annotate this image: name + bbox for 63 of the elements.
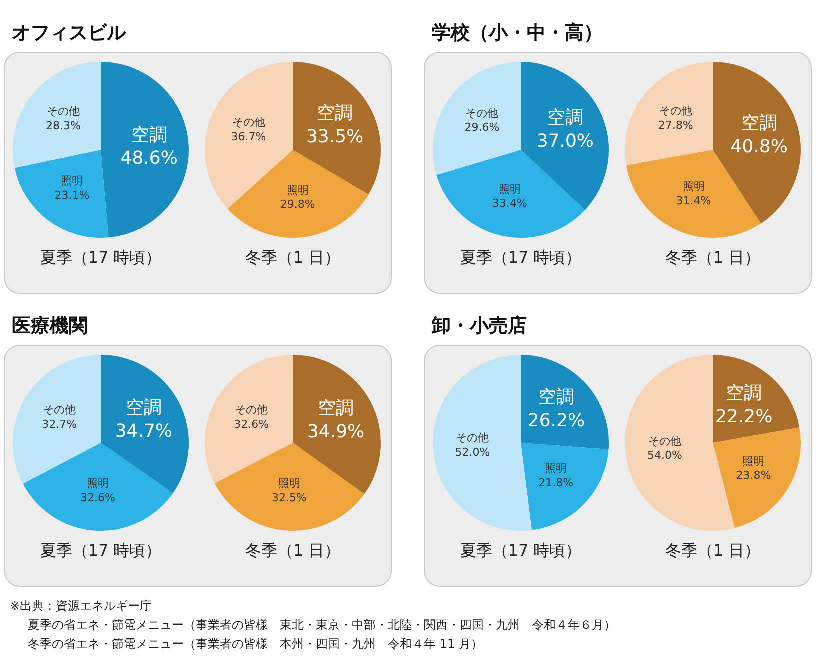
slice-label: 照明 [545,462,568,476]
slice-label: 空調 [538,387,574,408]
slice-label: 照明 [86,477,109,490]
data-label: 36.7% [231,130,266,144]
text: 夏季（17 時頃） [39,248,163,269]
slice-label: その他 [456,432,490,445]
text: 冬季（1 日） [244,541,342,562]
slice-label: 照明 [498,182,521,196]
slice-label: 空調 [317,102,354,124]
data-label: 52.0% [455,446,490,460]
data-label: 48.6% [120,148,178,170]
slice-label: 照明 [61,174,84,188]
text: 冬季（1 日） [664,248,762,269]
data-label: 31.4% [676,194,712,208]
slice-label: その他 [466,106,499,120]
data-label: 34.9% [307,421,365,442]
data-label: 29.8% [280,198,316,212]
slice-label: 空調 [131,124,168,146]
slice-label: その他 [46,105,80,118]
text: 冬季（1 日） [664,541,762,562]
data-label: 27.8% [658,118,694,132]
chart-title: 卸・小売店 [432,314,527,339]
slice-label: 空調 [726,382,762,404]
text: 冬季の省エネ・節電メニュー（事業者の皆様 本州・四国・九州 令和４年 11 月） [28,636,483,653]
data-label: 54.0% [648,449,682,462]
text: 夏季（17 時頃） [459,541,583,562]
slice-label: その他 [659,104,692,118]
slice-label: 空調 [126,398,162,419]
slice-label: 照明 [682,180,705,194]
data-label: 28.3% [46,120,81,133]
slice-label: 照明 [742,454,765,468]
text: ※出典：資源エネルギー庁 [10,598,152,615]
data-label: 33.5% [306,126,364,148]
slice-label: 空調 [741,113,778,134]
data-label: 40.8% [730,136,788,158]
data-label: 23.1% [54,188,90,202]
slice-label: 照明 [286,184,309,197]
data-label: 22.2% [715,406,773,428]
data-label: 32.6% [80,491,116,504]
text: 夏季（17 時頃） [39,541,163,562]
slice-label: その他 [43,404,76,417]
chart-title: 学校（小・中・高） [432,21,603,46]
slice-label: 空調 [318,398,354,419]
slice-label: その他 [232,116,266,130]
data-label: 21.8% [538,476,574,490]
chart-title: オフィスビル [12,21,126,46]
data-label: 23.8% [736,469,772,482]
slice-label: その他 [235,404,268,417]
data-label: 32.7% [42,418,78,431]
slice-label: 空調 [547,108,584,129]
text: 夏季（17 時頃） [459,248,583,269]
slice-label: その他 [648,434,682,448]
data-label: 29.6% [464,121,500,134]
data-label: 33.4% [492,197,528,210]
data-label: 26.2% [528,410,586,432]
data-label: 32.5% [272,491,307,504]
chart-title: 医療機関 [12,314,88,339]
text: 冬季（1 日） [244,248,342,269]
data-label: 32.6% [234,418,270,431]
data-label: 37.0% [536,131,594,152]
text: 夏季の省エネ・節電メニュー（事業者の皆様 東北・東京・中部・北陸・関西・四国・九州 令和４年６月） [28,617,616,634]
data-label: 34.7% [115,420,173,442]
slice-label: 照明 [278,476,301,490]
